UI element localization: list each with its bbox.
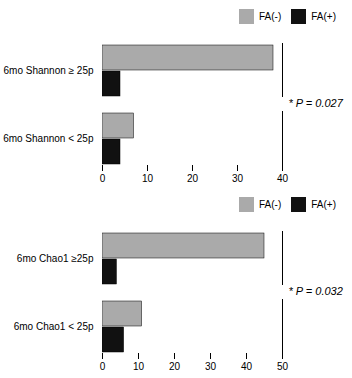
svg-text:40: 40 bbox=[277, 173, 289, 184]
html-text:FA(+): FA(+) bbox=[311, 11, 336, 22]
svg-text:6mo Chao1 ≥25p: 6mo Chao1 ≥25p bbox=[17, 253, 94, 264]
svg-text:50: 50 bbox=[277, 361, 289, 372]
html-text:FA(-): FA(-) bbox=[259, 11, 282, 22]
svg-text:20: 20 bbox=[169, 361, 181, 372]
svg-text:0: 0 bbox=[100, 361, 106, 372]
svg-text:0: 0 bbox=[100, 173, 106, 184]
svg-text:10: 10 bbox=[142, 173, 154, 184]
svg-text:* P = 0.027: * P = 0.027 bbox=[289, 97, 344, 109]
html-text:FA(-): FA(-) bbox=[259, 199, 282, 210]
svg-text:6mo Shannon ≥ 25p: 6mo Shannon ≥ 25p bbox=[4, 65, 94, 76]
svg-text:10: 10 bbox=[133, 361, 145, 372]
svg-text:20: 20 bbox=[187, 173, 199, 184]
svg-text:40: 40 bbox=[241, 361, 253, 372]
html-text:FA(+): FA(+) bbox=[311, 199, 336, 210]
svg-text:6mo Chao1 < 25p: 6mo Chao1 < 25p bbox=[14, 321, 94, 332]
svg-text:30: 30 bbox=[232, 173, 244, 184]
svg-text:* P = 0.032: * P = 0.032 bbox=[289, 285, 343, 297]
svg-text:6mo Shannon < 25p: 6mo Shannon < 25p bbox=[3, 133, 94, 144]
svg-text:30: 30 bbox=[205, 361, 217, 372]
